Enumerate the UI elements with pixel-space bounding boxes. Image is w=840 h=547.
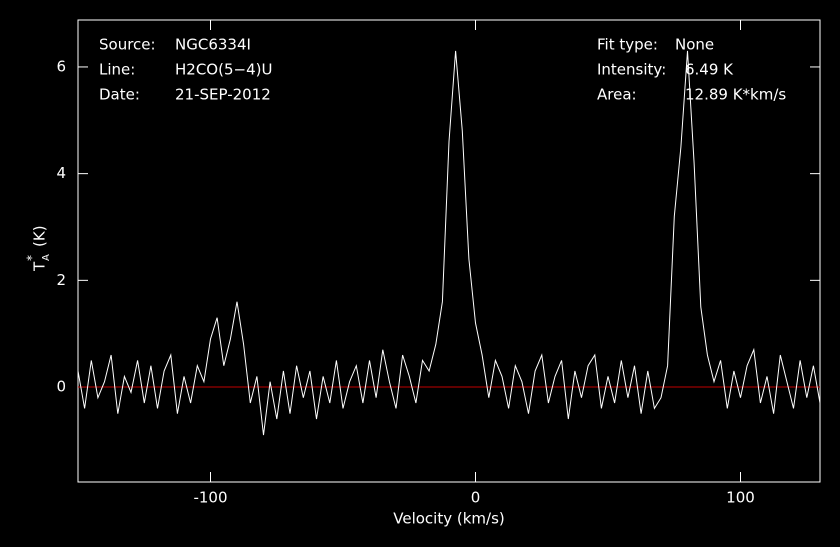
annotation-value: H2CO(5−4)U xyxy=(175,61,272,79)
plot-frame xyxy=(77,19,821,483)
y-label-subscript: A xyxy=(41,254,52,261)
y-tick-label: 2 xyxy=(56,271,66,289)
annotation-value: NGC6334I xyxy=(175,36,251,54)
y-label-symbol: T xyxy=(31,261,49,272)
spectrum xyxy=(77,50,821,436)
y-axis-label: T A * (K) xyxy=(25,225,53,272)
annotation-key: Line: xyxy=(99,61,135,79)
annotation-value: 12.89 K*km/s xyxy=(685,86,786,104)
y-label-unit: (K) xyxy=(31,225,49,247)
x-axis-label: Velocity (km/s) xyxy=(393,510,504,528)
annotation-value: None xyxy=(675,36,714,54)
x-tick-label: 100 xyxy=(726,489,755,507)
annotation-value: 21-SEP-2012 xyxy=(175,86,271,104)
x-tick-label: 0 xyxy=(471,489,481,507)
annotation-key: Area: xyxy=(597,86,637,104)
y-tick-label: 6 xyxy=(56,57,66,75)
annotation-value: 6.49 K xyxy=(685,61,734,79)
y-tick-label: 4 xyxy=(56,164,66,182)
x-tick-label: -100 xyxy=(193,489,227,507)
annotation-key: Date: xyxy=(99,86,140,104)
annotation-key: Fit type: xyxy=(597,36,658,54)
y-tick-label: 0 xyxy=(56,378,66,396)
annotation-key: Source: xyxy=(99,36,156,54)
annotation-key: Intensity: xyxy=(597,61,666,79)
y-label-superscript: * xyxy=(25,255,39,261)
